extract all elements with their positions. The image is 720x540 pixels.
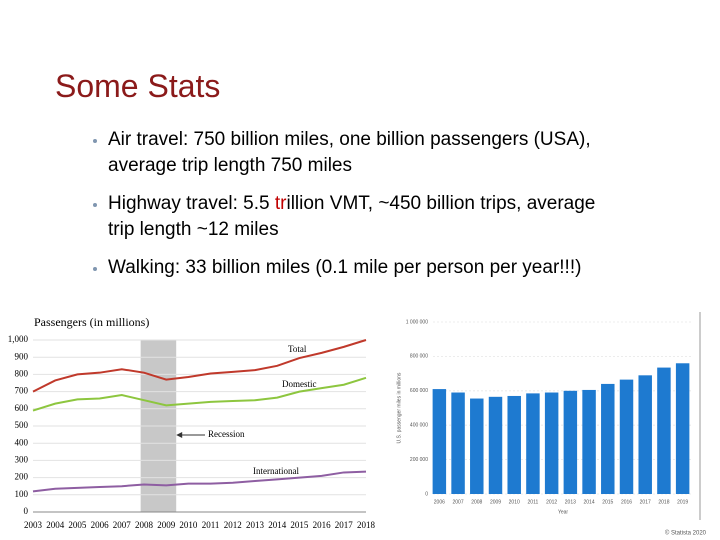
bar [563,390,578,494]
y-tick-label: 300 [15,454,29,464]
x-tick-label: 2016 [621,499,632,505]
bar [544,392,559,494]
bar [451,392,465,494]
y-tick-label: 400 000 [410,423,428,429]
bullet-text: Air travel: 750 billion miles, one billi… [108,129,591,176]
x-tick-label: 2008 [471,499,482,505]
y-tick-label: 200 000 [410,457,428,463]
x-tick-label: 2015 [602,499,613,505]
x-axis-label: Year [558,509,568,515]
bar [488,396,503,494]
x-tick-label: 2013 [565,499,576,505]
y-tick-label: 900 [15,351,29,361]
x-tick-label: 2006 [91,520,110,530]
bar [507,395,521,494]
x-tick-label: 2016 [313,520,332,530]
bar [675,363,690,494]
y-tick-label: 1,000 [8,334,29,344]
x-tick-label: 2006 [434,499,445,505]
y-tick-label: 700 [15,386,29,396]
y-tick-label: 100 [15,489,29,499]
annotation: Recession [208,429,245,439]
bullet-text-highlight: tr [274,193,287,214]
y-tick-label: 0 [425,491,428,497]
line-series [32,376,367,412]
x-tick-label: 2009 [490,499,501,505]
slide-title: Some Stats [55,68,221,104]
x-tick-label: 2015 [290,520,309,530]
x-tick-label: 2010 [509,499,520,505]
series-label: Total [288,344,307,354]
bullet-text: Walking: 33 billion miles (0.1 mile per … [108,257,582,278]
chart-title: Passengers (in millions) [34,315,149,329]
x-tick-label: 2018 [658,499,669,505]
y-tick-label: 200 [15,472,29,482]
line-series [32,339,367,393]
y-tick-label: 800 [15,368,29,378]
x-tick-label: 2009 [157,520,176,530]
x-tick-label: 2014 [268,520,287,530]
source: © Statista 2020 [665,530,707,537]
bar [601,383,615,494]
x-tick-label: 2007 [113,520,132,530]
bar [582,389,596,494]
x-tick-label: 2017 [335,520,354,530]
x-tick-label: 2007 [453,499,464,505]
bar [470,398,484,494]
x-tick-label: 2008 [135,520,154,530]
annotation-arrowhead [176,432,183,438]
x-tick-label: 2019 [677,499,688,505]
bullet-text: illion VMT, ~450 billion trips, average … [108,193,596,240]
bullet-text: Highway travel: 5.5 [108,193,275,214]
y-tick-label: 0 [24,506,29,516]
x-tick-label: 2005 [68,520,87,530]
x-tick-label: 2012 [546,499,557,505]
bullet-list: Air travel: 750 billion miles, one billi… [108,127,623,293]
bar [638,375,652,494]
bar [432,389,447,494]
bullet: Highway travel: 5.5 trillion VMT, ~450 b… [108,191,623,243]
y-axis-label: U.S. passenger miles in millions [396,372,402,443]
line-series [32,470,367,493]
x-tick-label: 2011 [202,520,220,530]
x-tick-label: 2018 [357,520,376,530]
series-label: International [253,466,299,476]
bullet: Walking: 33 billion miles (0.1 mile per … [108,255,623,281]
x-tick-label: 2014 [584,499,595,505]
bar [526,393,540,494]
y-tick-label: 600 [15,403,29,413]
bar [657,367,671,494]
y-tick-label: 600 000 [410,388,428,394]
bullet: Air travel: 750 billion miles, one billi… [108,127,623,179]
x-tick-label: 2010 [179,520,198,530]
x-tick-label: 2012 [224,520,242,530]
x-tick-label: 2003 [24,520,43,530]
x-tick-label: 2011 [528,499,539,505]
y-tick-label: 800 000 [410,354,428,360]
x-tick-label: 2013 [246,520,265,530]
x-tick-label: 2017 [640,499,651,505]
bar [619,379,634,494]
y-tick-label: 400 [15,437,29,447]
x-tick-label: 2004 [46,520,65,530]
series-label: Domestic [282,379,317,389]
y-tick-label: 1 000 000 [406,319,428,325]
y-tick-label: 500 [15,420,29,430]
